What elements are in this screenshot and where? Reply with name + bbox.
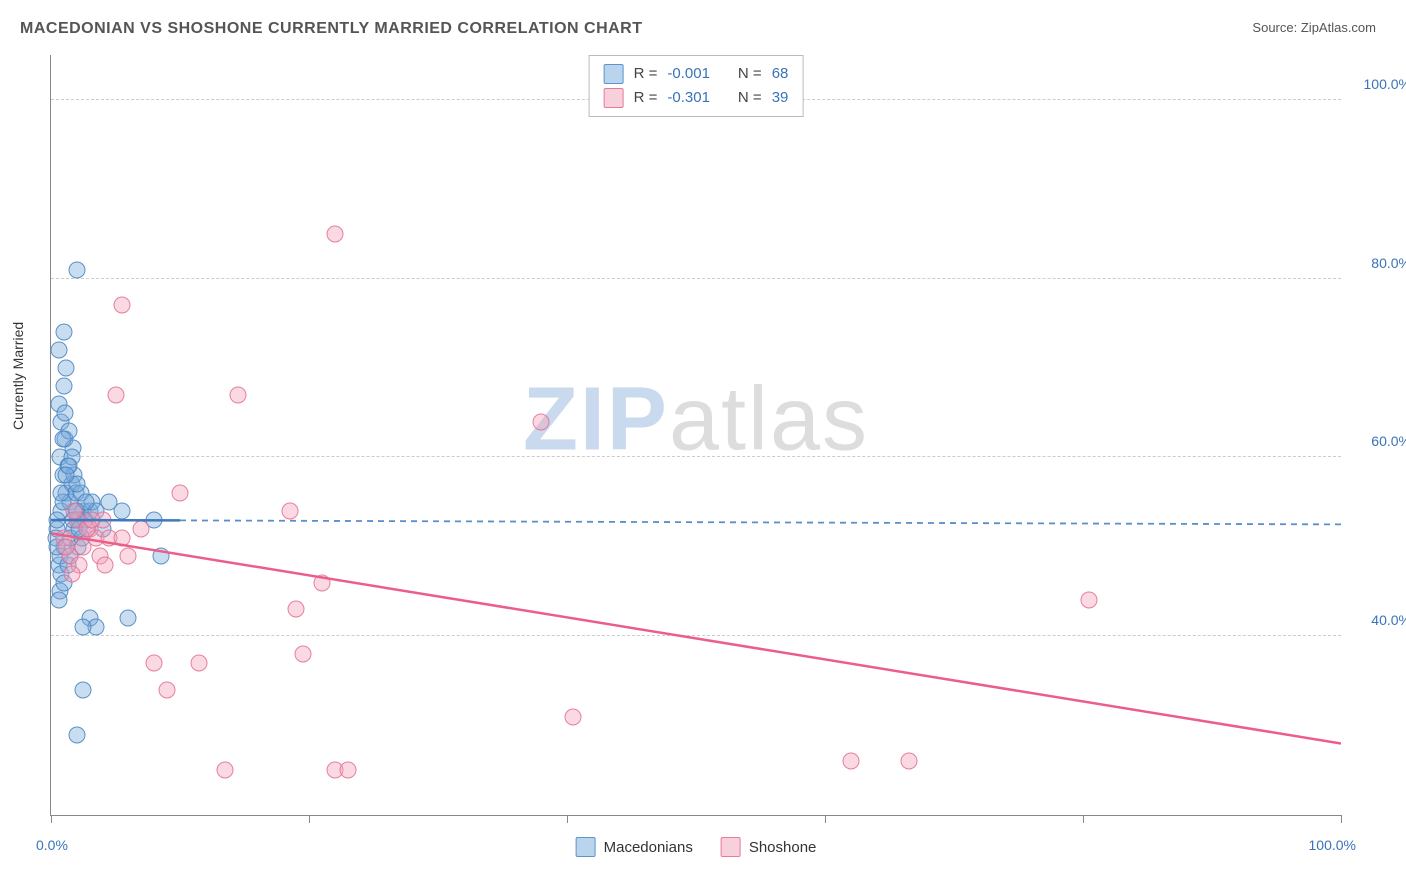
- gridline-h: [51, 635, 1341, 636]
- series-legend: Macedonians Shoshone: [576, 837, 817, 857]
- gridline-h: [51, 278, 1341, 279]
- legend-n-value: 68: [772, 62, 789, 86]
- y-tick-label: 40.0%: [1351, 612, 1406, 628]
- legend-swatch-blue: [604, 64, 624, 84]
- point-shoshone: [107, 386, 124, 403]
- legend-swatch-pink: [721, 837, 741, 857]
- y-tick-label: 100.0%: [1351, 76, 1406, 92]
- point-macedonians: [53, 485, 70, 502]
- x-tick: [1341, 815, 1342, 823]
- trend-lines: [51, 55, 1341, 815]
- watermark-rest: atlas: [669, 369, 869, 469]
- point-macedonians: [152, 547, 169, 564]
- point-shoshone: [120, 547, 137, 564]
- point-shoshone: [294, 646, 311, 663]
- point-shoshone: [172, 485, 189, 502]
- point-shoshone: [58, 538, 75, 555]
- point-shoshone: [146, 655, 163, 672]
- point-shoshone: [1081, 592, 1098, 609]
- series-legend-item: Macedonians: [576, 837, 693, 857]
- point-macedonians: [120, 610, 137, 627]
- legend-swatch-blue: [576, 837, 596, 857]
- x-tick: [567, 815, 568, 823]
- point-shoshone: [533, 413, 550, 430]
- legend-n-label: N =: [738, 86, 762, 110]
- correlation-legend: R = -0.001 N = 68 R = -0.301 N = 39: [589, 55, 804, 117]
- y-tick-label: 60.0%: [1351, 433, 1406, 449]
- point-macedonians: [68, 261, 85, 278]
- point-macedonians: [57, 404, 74, 421]
- chart-title: MACEDONIAN VS SHOSHONE CURRENTLY MARRIED…: [20, 20, 643, 38]
- x-tick: [1083, 815, 1084, 823]
- legend-row: R = -0.001 N = 68: [604, 62, 789, 86]
- point-shoshone: [66, 503, 83, 520]
- point-macedonians: [113, 503, 130, 520]
- point-shoshone: [313, 574, 330, 591]
- point-shoshone: [339, 762, 356, 779]
- point-shoshone: [113, 297, 130, 314]
- point-macedonians: [75, 681, 92, 698]
- point-shoshone: [191, 655, 208, 672]
- legend-swatch-pink: [604, 88, 624, 108]
- series-legend-label: Macedonians: [604, 839, 693, 856]
- legend-r-label: R =: [634, 86, 658, 110]
- y-tick-label: 80.0%: [1351, 255, 1406, 271]
- gridline-h: [51, 456, 1341, 457]
- point-shoshone: [63, 565, 80, 582]
- point-shoshone: [84, 511, 101, 528]
- point-macedonians: [58, 359, 75, 376]
- chart-plot-area: ZIPatlas R =-0.001N =68R =-0.301N =39 0.…: [50, 55, 1341, 816]
- point-shoshone: [133, 520, 150, 537]
- point-macedonians: [75, 619, 92, 636]
- series-legend-item: Shoshone: [721, 837, 817, 857]
- legend-r-value: -0.001: [667, 62, 710, 86]
- point-shoshone: [900, 753, 917, 770]
- point-shoshone: [326, 225, 343, 242]
- point-macedonians: [55, 377, 72, 394]
- point-shoshone: [97, 556, 114, 573]
- x-tick: [309, 815, 310, 823]
- point-shoshone: [217, 762, 234, 779]
- x-tick: [825, 815, 826, 823]
- point-macedonians: [49, 511, 66, 528]
- point-macedonians: [54, 431, 71, 448]
- point-shoshone: [565, 708, 582, 725]
- point-shoshone: [159, 681, 176, 698]
- source-link[interactable]: ZipAtlas.com: [1301, 20, 1376, 35]
- source-attribution: Source: ZipAtlas.com: [1252, 20, 1376, 35]
- point-shoshone: [113, 529, 130, 546]
- point-macedonians: [50, 342, 67, 359]
- point-macedonians: [50, 592, 67, 609]
- y-axis-label: Currently Married: [10, 322, 26, 430]
- x-tick: [51, 815, 52, 823]
- point-macedonians: [68, 726, 85, 743]
- x-tick-max: 100.0%: [1309, 837, 1356, 853]
- source-label: Source:: [1252, 20, 1297, 35]
- point-macedonians: [58, 467, 75, 484]
- point-shoshone: [230, 386, 247, 403]
- point-shoshone: [288, 601, 305, 618]
- legend-n-value: 39: [772, 86, 789, 110]
- legend-n-label: N =: [738, 62, 762, 86]
- point-shoshone: [281, 503, 298, 520]
- legend-r-value: -0.301: [667, 86, 710, 110]
- x-tick-min: 0.0%: [36, 837, 68, 853]
- point-shoshone: [842, 753, 859, 770]
- legend-r-label: R =: [634, 62, 658, 86]
- series-legend-label: Shoshone: [749, 839, 817, 856]
- point-macedonians: [55, 324, 72, 341]
- legend-row: R = -0.301 N = 39: [604, 86, 789, 110]
